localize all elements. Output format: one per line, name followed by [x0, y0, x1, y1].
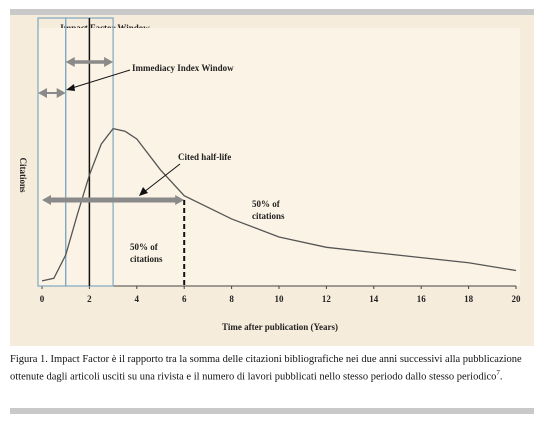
- impact-arrow-head: [65, 57, 75, 67]
- immediacy-window: [37, 17, 67, 287]
- x-tick-label: 12: [322, 294, 332, 304]
- pointer-head: [66, 84, 75, 91]
- x-axis-label: Time after publication (Years): [222, 322, 338, 332]
- pointer: [71, 69, 131, 89]
- y-axis-label: Citations: [18, 157, 28, 193]
- x-tick-label: 16: [417, 294, 427, 304]
- x-tick-label: 0: [40, 294, 45, 304]
- x-tick-label: 6: [182, 294, 187, 304]
- right-share-label: citations: [252, 211, 285, 221]
- half-life-arrow-head: [42, 195, 51, 205]
- bottom-rule: [10, 408, 534, 414]
- x-tick-label: 14: [369, 294, 379, 304]
- plot-area: [38, 28, 520, 286]
- x-tick-label: 2: [87, 294, 92, 304]
- half-life-label: Cited half-life: [178, 152, 231, 162]
- citation-curve: [41, 127, 517, 282]
- half-life-pointer: [143, 163, 181, 193]
- impact-arrow-head: [104, 57, 114, 67]
- x-tick-label: 4: [135, 294, 140, 304]
- left-share-label: 50% of: [130, 242, 159, 252]
- immediacy-arrow-head: [38, 88, 47, 98]
- caption: Figura 1. Impact Factor è il rapporto tr…: [10, 354, 534, 384]
- left-share-label: citations: [130, 254, 163, 264]
- immediacy-label: Immediacy Index Window: [132, 63, 234, 73]
- caption-end: .: [499, 371, 503, 382]
- top-rule: [10, 9, 534, 15]
- half-life-arrow-head: [175, 195, 185, 205]
- x-tick-label: 10: [275, 294, 285, 304]
- x-tick-label: 20: [512, 294, 522, 304]
- x-tick-label: 8: [229, 294, 234, 304]
- caption-note: 7: [496, 368, 500, 377]
- right-share-label: 50% of: [252, 199, 281, 209]
- x-tick-label: 18: [464, 294, 474, 304]
- immediacy-arrow-head: [56, 88, 66, 98]
- half-life-pointer-head: [139, 187, 148, 196]
- caption-text: Figura 1. Impact Factor è il rapporto tr…: [10, 354, 522, 382]
